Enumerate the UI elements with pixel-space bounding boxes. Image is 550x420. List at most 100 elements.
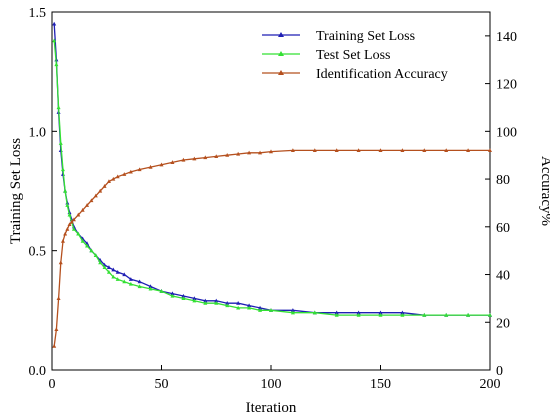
data-point-accuracy <box>312 148 317 153</box>
data-point-test-loss <box>137 284 142 289</box>
data-point-test-loss <box>466 312 471 317</box>
legend-marker-training-loss <box>278 32 284 37</box>
legend-label-training-loss: Training Set Loss <box>316 29 415 44</box>
data-point-training-loss <box>170 291 175 296</box>
data-point-test-loss <box>56 105 61 110</box>
data-point-training-loss <box>52 21 57 26</box>
x-tick-label: 150 <box>370 377 391 392</box>
x-tick-label: 100 <box>261 377 282 392</box>
data-point-accuracy <box>115 174 120 179</box>
series-layer <box>52 21 492 348</box>
legend-marker-test-loss <box>278 51 284 56</box>
data-point-test-loss <box>60 167 65 172</box>
data-point-test-loss <box>58 141 63 145</box>
data-point-training-loss <box>203 298 208 303</box>
data-point-accuracy <box>80 207 85 212</box>
data-point-training-loss <box>378 310 383 315</box>
data-point-accuracy <box>122 172 127 176</box>
data-point-accuracy <box>356 148 361 153</box>
data-point-accuracy <box>181 157 186 162</box>
data-point-test-loss <box>444 312 449 317</box>
data-point-accuracy <box>466 148 471 153</box>
data-point-training-loss <box>137 279 142 284</box>
data-point-test-loss <box>378 312 383 317</box>
x-tick-label: 200 <box>480 377 501 392</box>
data-point-training-loss <box>356 310 361 315</box>
data-point-accuracy <box>203 155 208 160</box>
data-point-training-loss <box>236 300 241 305</box>
y-right-tick-label: 60 <box>496 221 510 236</box>
data-point-accuracy <box>52 343 57 348</box>
data-point-accuracy <box>54 327 59 332</box>
data-point-test-loss <box>89 248 94 253</box>
x-tick-label: 50 <box>155 377 169 392</box>
data-point-accuracy <box>214 154 219 158</box>
series-line-accuracy <box>53 149 490 347</box>
data-point-accuracy <box>128 169 133 174</box>
data-point-accuracy <box>159 162 164 167</box>
legend-label-accuracy: Identification Accuracy <box>316 67 448 82</box>
data-point-test-loss <box>76 231 81 236</box>
y-left-tick-label: 1.0 <box>29 125 47 140</box>
data-point-accuracy <box>269 149 273 154</box>
data-point-accuracy <box>400 148 405 153</box>
data-point-test-loss <box>67 212 72 217</box>
y-right-tick-label: 120 <box>496 78 517 93</box>
data-point-test-loss <box>236 305 241 310</box>
data-point-training-loss <box>334 310 339 315</box>
data-point-accuracy <box>102 184 107 188</box>
data-point-accuracy <box>76 212 81 217</box>
data-point-test-loss <box>356 312 361 317</box>
y-left-tick-label: 0.0 <box>29 364 47 379</box>
data-point-test-loss <box>111 274 116 279</box>
data-point-test-loss <box>422 312 427 317</box>
data-point-test-loss <box>159 289 164 293</box>
y-right-axis-title: Accuracy% <box>538 156 550 226</box>
data-point-training-loss <box>214 298 219 303</box>
data-point-training-loss <box>111 267 116 272</box>
data-point-accuracy <box>334 148 339 153</box>
data-point-training-loss <box>247 303 252 308</box>
y-left-tick-label: 0.5 <box>29 245 47 260</box>
y-right-tick-label: 140 <box>496 30 517 45</box>
data-point-training-loss <box>128 277 133 281</box>
legend-marker-accuracy <box>278 70 284 75</box>
data-point-test-loss <box>334 312 339 317</box>
data-point-accuracy <box>60 238 65 243</box>
data-point-accuracy <box>378 148 383 153</box>
y-right-axis-ticks: 0 20 40 60 80 100 120 140 <box>485 30 517 379</box>
data-point-training-loss <box>106 265 111 269</box>
data-point-accuracy <box>65 226 70 231</box>
data-point-test-loss <box>115 277 120 281</box>
data-point-accuracy <box>106 179 111 184</box>
data-point-training-loss <box>115 269 120 274</box>
data-point-accuracy <box>137 167 142 172</box>
data-point-test-loss <box>290 310 295 315</box>
data-point-test-loss <box>63 188 68 193</box>
data-point-test-loss <box>247 305 252 310</box>
data-point-test-loss <box>214 300 219 305</box>
data-point-accuracy <box>488 148 492 153</box>
data-point-accuracy <box>69 219 74 224</box>
data-point-test-loss <box>102 265 107 269</box>
data-point-accuracy <box>422 148 427 153</box>
data-point-accuracy <box>93 193 98 198</box>
data-point-test-loss <box>181 296 186 300</box>
y-left-tick-label: 1.5 <box>29 6 47 21</box>
data-point-accuracy <box>236 151 241 156</box>
y-right-tick-label: 100 <box>496 125 517 140</box>
data-point-accuracy <box>225 153 230 157</box>
data-point-accuracy <box>290 148 295 153</box>
data-point-test-loss <box>170 293 175 298</box>
x-axis-ticks: 0 50 100 150 200 <box>49 365 501 392</box>
data-point-test-loss <box>128 281 133 286</box>
data-point-accuracy <box>192 156 197 161</box>
data-point-test-loss <box>65 203 70 207</box>
y-right-tick-label: 20 <box>496 316 510 331</box>
data-point-accuracy <box>85 203 90 207</box>
data-point-training-loss <box>122 272 127 277</box>
data-point-test-loss <box>54 62 59 67</box>
data-point-training-loss <box>192 296 197 300</box>
data-point-accuracy <box>63 231 68 236</box>
